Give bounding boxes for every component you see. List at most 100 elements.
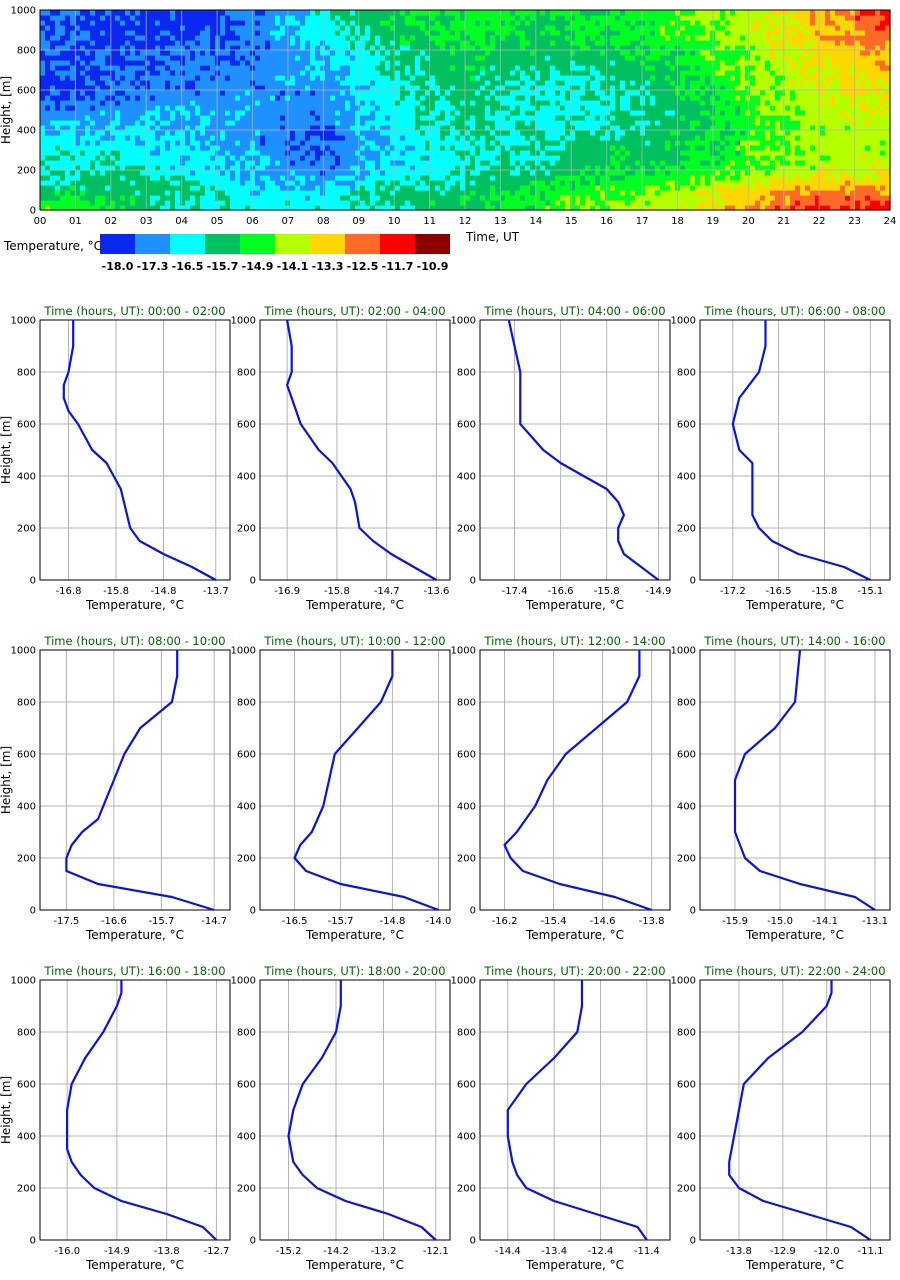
heatmap-cell (495, 185, 501, 191)
heatmap-cell (590, 10, 596, 16)
heatmap-cell (125, 65, 131, 71)
heatmap-cell (390, 85, 396, 91)
heatmap-cell (560, 200, 566, 206)
heatmap-cell (360, 75, 366, 81)
heatmap-cell (495, 160, 501, 166)
heatmap-cell (595, 165, 601, 171)
heatmap-cell (275, 30, 281, 36)
heatmap-cell (305, 175, 311, 181)
heatmap-cell (110, 70, 116, 76)
heatmap-cell (375, 40, 381, 46)
heatmap-cell (85, 140, 91, 146)
heatmap-cell (485, 15, 491, 21)
heatmap-cell (320, 115, 326, 121)
heatmap-cell (455, 45, 461, 51)
heatmap-cell (330, 70, 336, 76)
heatmap-cell (180, 195, 186, 201)
heatmap-cell (290, 115, 296, 121)
heatmap-cell (185, 55, 191, 61)
heatmap-cell (610, 155, 616, 161)
heatmap-cell (55, 45, 61, 51)
heatmap-cell (65, 170, 71, 176)
heatmap-cell (425, 180, 431, 186)
heatmap-cell (365, 205, 371, 211)
heatmap-cell (165, 150, 171, 156)
heatmap-cell (505, 45, 511, 51)
heatmap-cell (70, 140, 76, 146)
heatmap-cell (270, 185, 276, 191)
heatmap-cell (235, 55, 241, 61)
heatmap-cell (350, 100, 356, 106)
heatmap-cell (140, 130, 146, 136)
heatmap-cell (175, 90, 181, 96)
heatmap-cell (355, 125, 361, 131)
heatmap-cell (115, 125, 121, 131)
heatmap-cell (300, 195, 306, 201)
heatmap-cell (280, 195, 286, 201)
heatmap-cell (630, 195, 636, 201)
heatmap-cell (640, 25, 646, 31)
heatmap-cell (635, 165, 641, 171)
heatmap-cell (495, 45, 501, 51)
heatmap-cell (545, 105, 551, 111)
heatmap-cell (335, 165, 341, 171)
heatmap-cell (140, 105, 146, 111)
heatmap-cell (160, 30, 166, 36)
heatmap-cell (385, 195, 391, 201)
heatmap-cell (470, 70, 476, 76)
heatmap-cell (265, 50, 271, 56)
heatmap-cell (510, 115, 516, 121)
heatmap-cell (630, 170, 636, 176)
heatmap-cell (560, 115, 566, 121)
heatmap-cell (255, 190, 261, 196)
heatmap-cell (475, 150, 481, 156)
heatmap-cell (445, 175, 451, 181)
heatmap-cell (445, 110, 451, 116)
heatmap-cell (450, 185, 456, 191)
heatmap-cell (545, 135, 551, 141)
heatmap-cell (610, 15, 616, 21)
heatmap-cell (100, 165, 106, 171)
heatmap-cell (385, 140, 391, 146)
heatmap-cell (625, 105, 631, 111)
heatmap-cell (410, 185, 416, 191)
heatmap-cell (325, 75, 331, 81)
heatmap-cell (60, 15, 66, 21)
heatmap-cell (535, 125, 541, 131)
heatmap-cell (540, 165, 546, 171)
heatmap-cell (60, 115, 66, 121)
heatmap-cell (455, 105, 461, 111)
heatmap-cell (40, 75, 46, 81)
heatmap-cell (590, 90, 596, 96)
heatmap-cell (415, 120, 421, 126)
heatmap-cell (560, 90, 566, 96)
heatmap-cell (125, 195, 131, 201)
heatmap-cell (120, 60, 126, 66)
heatmap-cell (595, 35, 601, 41)
heatmap-cell (275, 170, 281, 176)
heatmap-cell (280, 135, 286, 141)
heatmap-cell (420, 155, 426, 161)
heatmap-cell (390, 25, 396, 31)
heatmap-cell (180, 30, 186, 36)
heatmap-cell (295, 95, 301, 101)
heatmap-cell (105, 165, 111, 171)
heatmap-cell (40, 65, 46, 71)
heatmap-cell (610, 110, 616, 116)
heatmap-cell (645, 70, 651, 76)
heatmap-cell (495, 60, 501, 66)
heatmap-cell (460, 175, 466, 181)
heatmap-cell (150, 195, 156, 201)
heatmap-cell (175, 155, 181, 161)
heatmap-cell (170, 40, 176, 46)
heatmap-cell (630, 105, 636, 111)
heatmap-cell (115, 145, 121, 151)
heatmap-cell (570, 110, 576, 116)
heatmap-cell (455, 165, 461, 171)
heatmap-cell (220, 170, 226, 176)
heatmap-cell (490, 105, 496, 111)
heatmap-cell (420, 195, 426, 201)
heatmap-cell (385, 145, 391, 151)
heatmap-cell (270, 40, 276, 46)
heatmap-cell (415, 105, 421, 111)
